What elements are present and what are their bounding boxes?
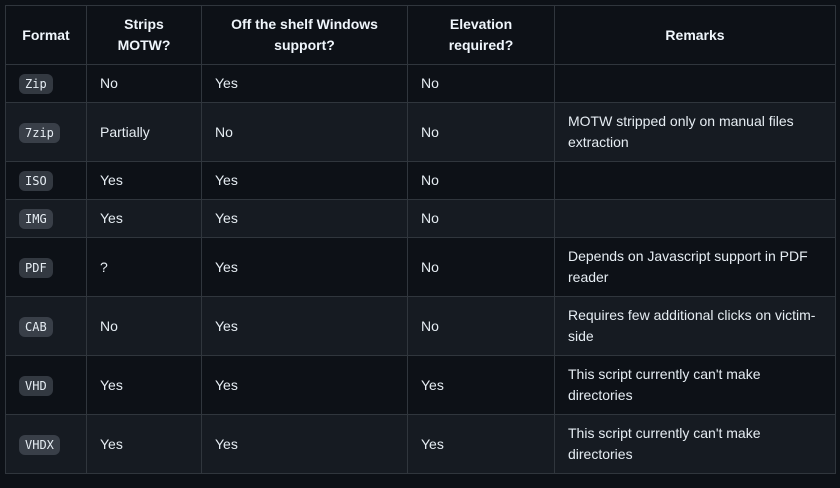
table-row: VHDX Yes Yes Yes This script currently c… bbox=[5, 414, 836, 474]
cell-elevation-required: No bbox=[407, 161, 555, 200]
cell-elevation-required: No bbox=[407, 296, 555, 356]
cell-strips-motw: Partially bbox=[86, 102, 202, 162]
cell-format: IMG bbox=[5, 199, 87, 238]
format-badge: 7zip bbox=[19, 122, 60, 143]
cell-remarks: This script currently can't make directo… bbox=[554, 414, 836, 474]
cell-remarks bbox=[554, 199, 836, 238]
format-badge: Zip bbox=[19, 74, 53, 94]
format-badge: VHD bbox=[19, 375, 53, 396]
cell-off-the-shelf-support: Yes bbox=[201, 414, 408, 474]
header-remarks: Remarks bbox=[554, 5, 836, 65]
cell-strips-motw: ? bbox=[86, 237, 202, 297]
cell-elevation-required: Yes bbox=[407, 414, 555, 474]
cell-strips-motw: No bbox=[86, 64, 202, 103]
cell-off-the-shelf-support: No bbox=[201, 102, 408, 162]
cell-format: Zip bbox=[5, 64, 87, 103]
cell-off-the-shelf-support: Yes bbox=[201, 161, 408, 200]
cell-strips-motw: No bbox=[86, 296, 202, 356]
cell-format: PDF bbox=[5, 237, 87, 297]
cell-remarks: This script currently can't make directo… bbox=[554, 355, 836, 415]
cell-elevation-required: No bbox=[407, 237, 555, 297]
format-badge: PDF bbox=[19, 257, 53, 278]
format-badge: ISO bbox=[19, 171, 53, 191]
table-row: VHD Yes Yes Yes This script currently ca… bbox=[5, 355, 836, 415]
table-row: ISO Yes Yes No bbox=[5, 161, 836, 200]
cell-remarks: Depends on Javascript support in PDF rea… bbox=[554, 237, 836, 297]
table-row: CAB No Yes No Requires few additional cl… bbox=[5, 296, 836, 356]
cell-elevation-required: Yes bbox=[407, 355, 555, 415]
cell-format: VHD bbox=[5, 355, 87, 415]
cell-elevation-required: No bbox=[407, 199, 555, 238]
format-badge: VHDX bbox=[19, 434, 60, 455]
cell-remarks: Requires few additional clicks on victim… bbox=[554, 296, 836, 356]
cell-format: ISO bbox=[5, 161, 87, 200]
formats-comparison-table: Format Strips MOTW? Off the shelf Window… bbox=[5, 5, 836, 474]
cell-remarks bbox=[554, 161, 836, 200]
cell-elevation-required: No bbox=[407, 64, 555, 103]
cell-off-the-shelf-support: Yes bbox=[201, 355, 408, 415]
cell-strips-motw: Yes bbox=[86, 199, 202, 238]
cell-elevation-required: No bbox=[407, 102, 555, 162]
table-header-row: Format Strips MOTW? Off the shelf Window… bbox=[5, 5, 836, 65]
cell-strips-motw: Yes bbox=[86, 161, 202, 200]
cell-strips-motw: Yes bbox=[86, 355, 202, 415]
cell-off-the-shelf-support: Yes bbox=[201, 64, 408, 103]
table-row: 7zip Partially No No MOTW stripped only … bbox=[5, 102, 836, 162]
format-badge: IMG bbox=[19, 209, 53, 229]
cell-remarks: MOTW stripped only on manual files extra… bbox=[554, 102, 836, 162]
cell-remarks bbox=[554, 64, 836, 103]
cell-off-the-shelf-support: Yes bbox=[201, 296, 408, 356]
table-row: PDF ? Yes No Depends on Javascript suppo… bbox=[5, 237, 836, 297]
header-strips-motw: Strips MOTW? bbox=[86, 5, 202, 65]
cell-off-the-shelf-support: Yes bbox=[201, 237, 408, 297]
cell-format: 7zip bbox=[5, 102, 87, 162]
cell-strips-motw: Yes bbox=[86, 414, 202, 474]
table-row: Zip No Yes No bbox=[5, 64, 836, 103]
cell-format: VHDX bbox=[5, 414, 87, 474]
cell-format: CAB bbox=[5, 296, 87, 356]
table-row: IMG Yes Yes No bbox=[5, 199, 836, 238]
header-format: Format bbox=[5, 5, 87, 65]
header-off-the-shelf-support: Off the shelf Windows support? bbox=[201, 5, 408, 65]
header-elevation-required: Elevation required? bbox=[407, 5, 555, 65]
cell-off-the-shelf-support: Yes bbox=[201, 199, 408, 238]
format-badge: CAB bbox=[19, 316, 53, 337]
